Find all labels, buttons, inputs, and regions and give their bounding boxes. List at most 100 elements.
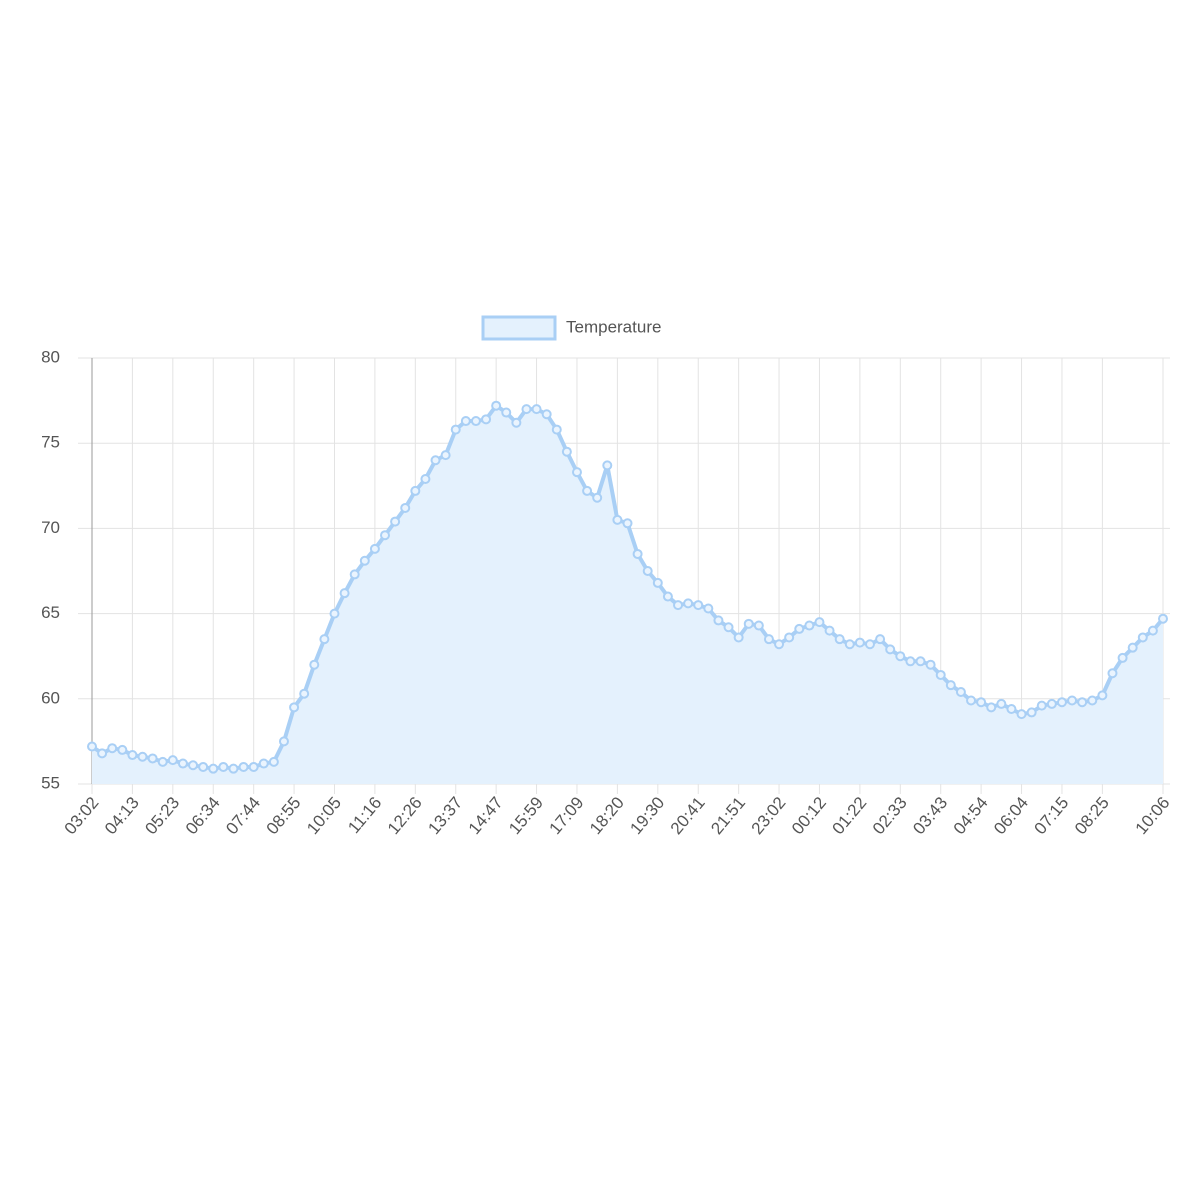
point bbox=[541, 409, 552, 420]
point bbox=[380, 530, 391, 541]
point bbox=[258, 758, 269, 769]
point bbox=[440, 450, 451, 461]
point bbox=[996, 698, 1007, 709]
point bbox=[1077, 697, 1088, 708]
point bbox=[198, 761, 209, 772]
point bbox=[895, 651, 906, 662]
point bbox=[784, 632, 795, 643]
point bbox=[521, 404, 532, 415]
x-tick-label: 00:12 bbox=[788, 793, 830, 838]
point bbox=[642, 566, 653, 576]
point bbox=[794, 623, 805, 634]
x-tick-label: 04:54 bbox=[950, 793, 992, 838]
point bbox=[1026, 707, 1037, 718]
x-tick-label: 03:43 bbox=[909, 793, 951, 838]
legend-label: Temperature bbox=[566, 317, 661, 336]
point bbox=[763, 634, 774, 645]
point bbox=[511, 417, 522, 428]
point bbox=[218, 761, 229, 772]
point bbox=[693, 600, 704, 611]
point bbox=[905, 656, 916, 667]
point bbox=[531, 404, 542, 415]
point bbox=[309, 659, 320, 670]
x-tick-label: 08:55 bbox=[263, 793, 305, 838]
point bbox=[97, 748, 108, 759]
point bbox=[188, 760, 199, 771]
point bbox=[1097, 690, 1108, 701]
x-tick-label: 17:09 bbox=[546, 793, 588, 838]
point bbox=[723, 622, 734, 633]
point bbox=[87, 741, 97, 752]
point bbox=[925, 659, 936, 670]
x-tick-label: 14:47 bbox=[465, 793, 507, 838]
point bbox=[592, 492, 603, 503]
point bbox=[824, 625, 835, 636]
legend-swatch bbox=[481, 315, 557, 341]
x-tick-label: 08:25 bbox=[1071, 793, 1113, 838]
point bbox=[319, 634, 330, 645]
x-tick-label: 10:06 bbox=[1132, 793, 1174, 838]
y-tick-label: 75 bbox=[41, 433, 60, 452]
area bbox=[92, 405, 1163, 784]
point bbox=[935, 669, 946, 680]
point bbox=[299, 688, 310, 699]
x-tick-label: 04:13 bbox=[101, 793, 143, 838]
point bbox=[430, 455, 441, 466]
point bbox=[955, 686, 966, 697]
point bbox=[844, 639, 855, 650]
point bbox=[753, 620, 764, 631]
x-tick-label: 23:02 bbox=[748, 793, 790, 838]
point bbox=[804, 620, 815, 631]
y-tick-label: 60 bbox=[41, 688, 60, 707]
point bbox=[157, 756, 168, 767]
x-tick-label: 21:51 bbox=[707, 793, 749, 838]
point bbox=[248, 761, 259, 772]
point bbox=[481, 414, 492, 425]
point bbox=[814, 617, 825, 628]
point bbox=[117, 744, 128, 755]
x-tick-label: 19:30 bbox=[626, 793, 668, 838]
point bbox=[501, 407, 512, 418]
point bbox=[864, 639, 875, 650]
point bbox=[551, 424, 562, 435]
point bbox=[632, 548, 643, 559]
point bbox=[743, 618, 754, 629]
x-tick-label: 07:15 bbox=[1031, 793, 1073, 838]
point bbox=[369, 543, 380, 554]
point bbox=[329, 608, 340, 619]
x-tick-label: 15:59 bbox=[505, 793, 547, 838]
point bbox=[238, 761, 249, 772]
x-tick-label: 03:02 bbox=[61, 793, 103, 838]
point bbox=[1016, 709, 1027, 720]
point bbox=[1117, 652, 1128, 663]
y-tick-label: 65 bbox=[41, 603, 60, 622]
point bbox=[966, 695, 977, 706]
point bbox=[622, 518, 633, 529]
point bbox=[1158, 613, 1168, 624]
point bbox=[683, 598, 694, 609]
point bbox=[1006, 704, 1017, 715]
x-tick-label: 01:22 bbox=[828, 793, 870, 838]
point bbox=[976, 697, 987, 708]
point bbox=[986, 702, 997, 713]
x-tick-label: 06:04 bbox=[990, 793, 1032, 838]
point bbox=[410, 485, 421, 496]
point bbox=[1067, 695, 1078, 706]
point bbox=[875, 634, 886, 645]
point bbox=[339, 588, 350, 599]
x-tick-label: 20:41 bbox=[667, 793, 709, 838]
y-tick-label: 55 bbox=[41, 773, 60, 792]
x-tick-label: 02:33 bbox=[869, 793, 911, 838]
point bbox=[945, 680, 956, 691]
point bbox=[137, 751, 148, 762]
point bbox=[491, 400, 502, 411]
point bbox=[561, 446, 572, 457]
point bbox=[177, 758, 188, 769]
point bbox=[167, 755, 178, 766]
point bbox=[612, 514, 623, 525]
point bbox=[673, 600, 684, 611]
point bbox=[470, 416, 481, 427]
point bbox=[208, 763, 219, 774]
point bbox=[420, 473, 431, 484]
